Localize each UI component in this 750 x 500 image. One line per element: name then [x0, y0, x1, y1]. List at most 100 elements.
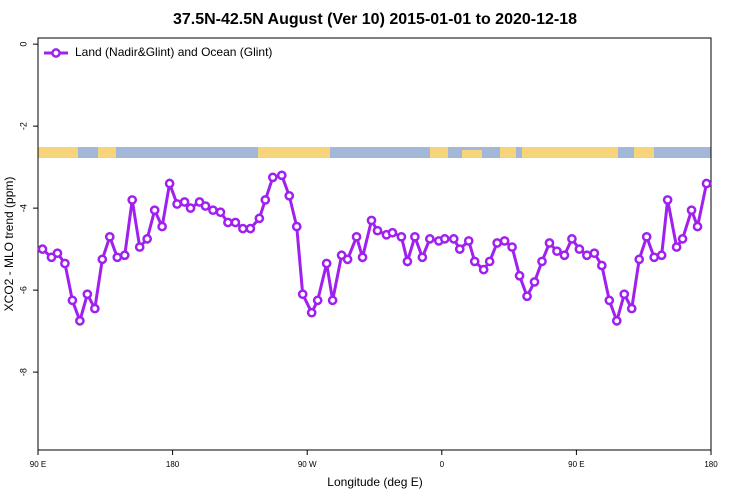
data-point	[626, 303, 637, 314]
data-point	[656, 250, 667, 261]
data-point	[149, 205, 160, 216]
data-point	[692, 221, 703, 232]
land-band	[522, 147, 618, 158]
data-point	[208, 205, 218, 216]
data-point	[342, 254, 353, 265]
data-point	[104, 231, 115, 242]
y-tick-label: -8	[18, 368, 28, 376]
data-point	[372, 225, 383, 236]
land-band	[98, 147, 116, 158]
data-point	[484, 256, 495, 267]
data-point	[238, 223, 248, 234]
data-point	[312, 295, 323, 306]
x-tick-label: 90 E	[568, 460, 584, 469]
map-strip	[38, 147, 711, 158]
data-point	[604, 295, 615, 306]
data-point	[142, 234, 153, 244]
y-tick-label: 0	[18, 42, 28, 47]
data-point	[172, 199, 182, 209]
data-point	[321, 258, 332, 269]
data-point	[522, 291, 532, 302]
data-point	[677, 234, 688, 244]
data-point	[276, 170, 287, 181]
data-point	[387, 227, 398, 238]
data-point	[589, 248, 600, 259]
data-point	[366, 215, 377, 226]
data-point	[134, 242, 145, 252]
data-point	[582, 250, 592, 261]
x-tick-label: 90 E	[30, 460, 46, 469]
data-point	[357, 252, 368, 263]
plot-frame	[37, 37, 712, 451]
data-point	[671, 242, 682, 252]
data-point	[552, 246, 562, 257]
data-point	[559, 250, 570, 261]
data-point	[529, 277, 540, 287]
data-point	[97, 254, 108, 265]
data-point	[164, 178, 175, 189]
data-point	[112, 252, 123, 263]
data-point	[402, 256, 413, 267]
legend-label: Land (Nadir&Glint) and Ocean (Glint)	[75, 45, 272, 59]
data-point	[478, 264, 489, 275]
data-point	[596, 260, 607, 271]
data-point	[267, 172, 278, 183]
data-point	[649, 252, 660, 263]
data-point	[127, 195, 138, 205]
data-point	[37, 244, 48, 254]
data-point	[254, 213, 265, 224]
y-tick-label: -4	[18, 204, 28, 212]
x-tick-label: 180	[166, 460, 180, 469]
data-point	[260, 195, 271, 205]
data-point	[537, 256, 547, 267]
data-point	[245, 223, 256, 234]
data-point	[492, 238, 502, 248]
data-point	[185, 203, 196, 213]
y-tick-label: -6	[18, 286, 28, 294]
data-point	[424, 234, 435, 244]
data-point	[469, 256, 480, 267]
data-point	[297, 289, 308, 300]
data-point	[574, 244, 585, 254]
data-point	[157, 221, 167, 232]
data-point	[284, 190, 295, 201]
data-point	[499, 236, 510, 246]
data-point	[567, 234, 577, 244]
x-tick-label: 180	[704, 460, 718, 469]
data-point	[52, 248, 63, 259]
data-point	[611, 316, 622, 326]
data-point	[417, 252, 428, 263]
data-point	[448, 234, 459, 244]
data-point	[396, 231, 407, 242]
data-point	[463, 236, 474, 246]
data-point	[327, 295, 338, 306]
data-point	[291, 221, 302, 232]
x-tick-label: 90 W	[298, 460, 317, 469]
data-point	[306, 307, 317, 318]
x-tick-label: 0	[440, 460, 445, 469]
land-band	[430, 147, 448, 158]
land-band	[634, 147, 654, 158]
data-point	[89, 303, 100, 314]
data-point	[662, 195, 673, 205]
data-point	[223, 217, 233, 228]
data-point	[351, 231, 362, 242]
land-band	[38, 147, 78, 158]
data-point	[619, 289, 630, 300]
chart-title: 37.5N-42.5N August (Ver 10) 2015-01-01 t…	[173, 11, 577, 28]
y-axis-label: XCO2 - MLO trend (ppm)	[2, 177, 16, 312]
data-point	[634, 254, 645, 265]
data-point	[641, 231, 652, 242]
ocean-band	[38, 147, 711, 158]
data-point	[75, 316, 85, 326]
data-point	[701, 178, 712, 189]
data-point	[82, 289, 93, 300]
legend-marker	[51, 48, 61, 58]
data-point	[454, 244, 465, 254]
data-point	[439, 234, 450, 244]
data-point	[119, 250, 130, 261]
data-point	[514, 270, 525, 281]
data-point	[60, 258, 70, 269]
data-point	[544, 238, 555, 248]
